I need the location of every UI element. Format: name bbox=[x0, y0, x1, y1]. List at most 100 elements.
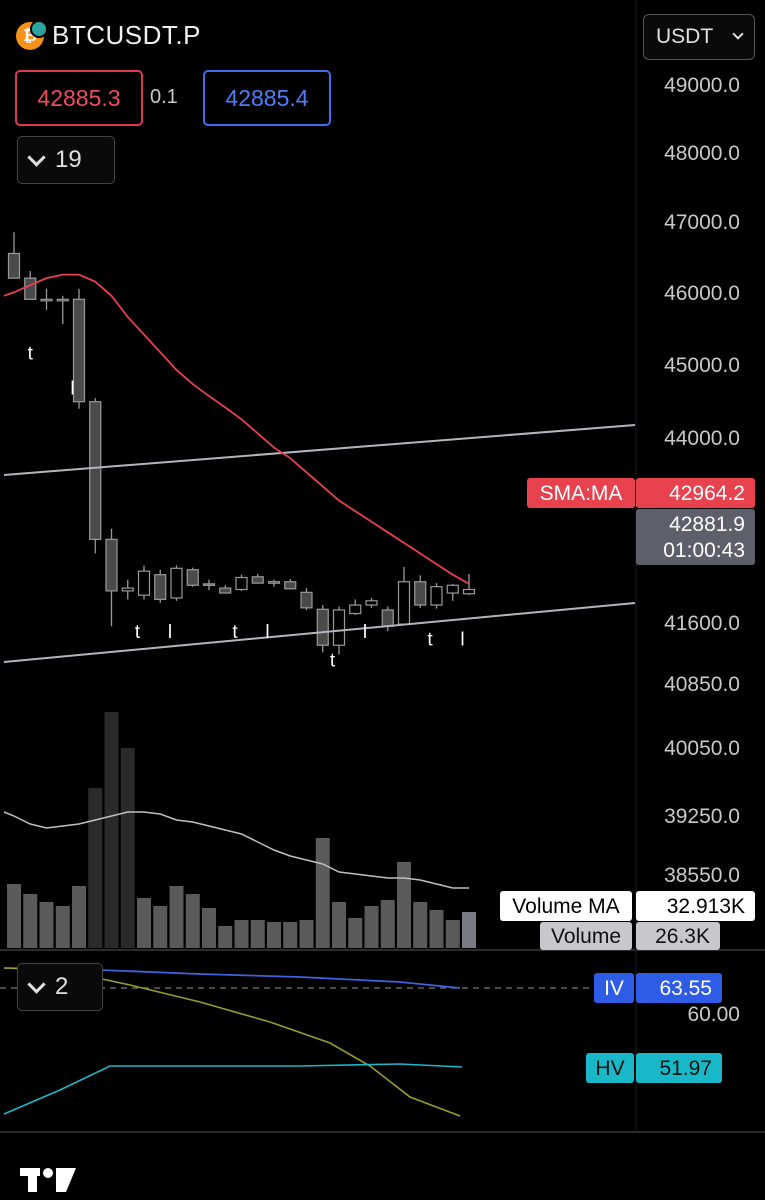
buy-price-button[interactable]: 42885.4 bbox=[203, 70, 331, 126]
volume-ma-label: Volume MA bbox=[512, 895, 619, 918]
candle bbox=[267, 581, 281, 584]
volume-bar bbox=[445, 920, 460, 948]
lower-channel-line bbox=[3, 602, 636, 663]
volume-bar bbox=[299, 920, 314, 948]
volume-ma-value: 32.913K bbox=[667, 895, 745, 918]
y-axis-tick: 49000.0 bbox=[664, 74, 740, 97]
volume-bar bbox=[120, 748, 135, 948]
sma-label-bg bbox=[527, 478, 635, 508]
sma-label: SMA:MA bbox=[540, 482, 623, 505]
volume-bar bbox=[202, 908, 216, 948]
candle bbox=[462, 588, 476, 595]
volume-ma-label-bg bbox=[500, 891, 632, 921]
volume-bar bbox=[332, 902, 346, 948]
volume-bar bbox=[315, 838, 330, 948]
candle bbox=[430, 586, 443, 606]
indicators-count: 19 bbox=[55, 146, 82, 173]
y-axis-tick: 44000.0 bbox=[664, 427, 740, 450]
chart-annotation: l bbox=[168, 622, 172, 643]
chart-annotation: l bbox=[70, 379, 74, 400]
candle bbox=[121, 587, 134, 592]
chevron-down-icon bbox=[27, 974, 46, 994]
y-axis-tick: 45000.0 bbox=[664, 354, 740, 377]
iv-value: 63.55 bbox=[659, 977, 712, 1000]
sma-value: 42964.2 bbox=[669, 482, 745, 505]
volume-bar bbox=[462, 912, 476, 948]
candle bbox=[56, 298, 69, 302]
volume-bar bbox=[218, 926, 233, 948]
volume-bar bbox=[7, 884, 21, 948]
volume-bar bbox=[364, 906, 379, 948]
candle bbox=[7, 252, 21, 279]
candle bbox=[235, 576, 248, 591]
iv-label-bg bbox=[594, 973, 634, 1003]
chart-annotation: t bbox=[135, 622, 141, 643]
candle bbox=[72, 298, 86, 403]
candle bbox=[332, 609, 346, 646]
tradingview-logo-icon bbox=[20, 1168, 76, 1192]
chevron-down-icon bbox=[732, 28, 744, 40]
volume-bar bbox=[283, 922, 298, 948]
sell-price-button[interactable]: 42885.3 bbox=[15, 70, 143, 126]
symbol-header[interactable]: ₿ BTCUSDT.P bbox=[16, 19, 201, 51]
volume-bar bbox=[39, 902, 54, 948]
currency-value: USDT bbox=[656, 25, 714, 48]
chart-annotation: t bbox=[232, 622, 238, 643]
candle bbox=[89, 401, 102, 540]
volume-bar bbox=[185, 894, 200, 948]
hv-value: 51.97 bbox=[659, 1057, 712, 1080]
last-price: 42881.9 bbox=[669, 513, 745, 536]
candle bbox=[137, 570, 151, 596]
last-price-bg bbox=[636, 509, 755, 565]
candle bbox=[446, 584, 459, 594]
y-axis-tick: 48000.0 bbox=[664, 142, 740, 165]
lower-indicators-count: 2 bbox=[55, 973, 69, 1000]
sma-line bbox=[3, 273, 470, 585]
chart-annotation: l bbox=[460, 629, 464, 650]
hv-label: HV bbox=[595, 1057, 624, 1080]
candle bbox=[251, 576, 264, 584]
iv-label: IV bbox=[604, 977, 624, 1000]
candle bbox=[365, 600, 378, 606]
upper-channel-line bbox=[3, 424, 636, 476]
candle bbox=[284, 581, 297, 590]
hv-line bbox=[3, 1063, 463, 1115]
volume-bar bbox=[397, 862, 411, 948]
volume-bar bbox=[267, 922, 281, 948]
candle bbox=[414, 581, 427, 606]
volume-bar bbox=[23, 894, 38, 948]
volume-bar bbox=[169, 886, 184, 948]
indicators-collapse-button[interactable]: 19 bbox=[17, 136, 115, 184]
spread-value: 0.1 bbox=[150, 86, 178, 108]
volume-bar bbox=[55, 906, 70, 948]
candle-countdown: 01:00:43 bbox=[663, 539, 745, 562]
y-axis-tick: 40850.0 bbox=[664, 673, 740, 696]
y-axis-tick: 38550.0 bbox=[664, 864, 740, 887]
sma-value-bg bbox=[636, 478, 755, 508]
chevron-down-icon bbox=[27, 147, 46, 167]
lower-axis-tick: 60.00 bbox=[687, 1003, 740, 1026]
volume-label-bg bbox=[540, 922, 632, 950]
volume-bar bbox=[137, 898, 151, 948]
volume-bar bbox=[88, 788, 103, 948]
volume-ma-line bbox=[3, 811, 469, 889]
candle bbox=[202, 583, 216, 586]
volume-bar bbox=[104, 712, 119, 948]
candle bbox=[381, 609, 394, 627]
volume-bar bbox=[72, 886, 86, 948]
chart-annotation: t bbox=[28, 343, 34, 364]
volume-bar bbox=[234, 920, 249, 948]
candle bbox=[154, 574, 167, 600]
candle bbox=[316, 608, 329, 646]
y-axis-tick: 47000.0 bbox=[664, 211, 740, 234]
volume-value-bg bbox=[636, 922, 720, 950]
candle bbox=[219, 587, 232, 594]
lower-pane-collapse-button[interactable]: 2 bbox=[17, 963, 103, 1011]
candle bbox=[300, 591, 313, 609]
hv-value-bg bbox=[636, 1053, 722, 1083]
candle bbox=[105, 538, 118, 592]
candle bbox=[349, 604, 362, 615]
currency-select[interactable]: USDT bbox=[643, 14, 755, 60]
volume-bar bbox=[250, 920, 265, 948]
